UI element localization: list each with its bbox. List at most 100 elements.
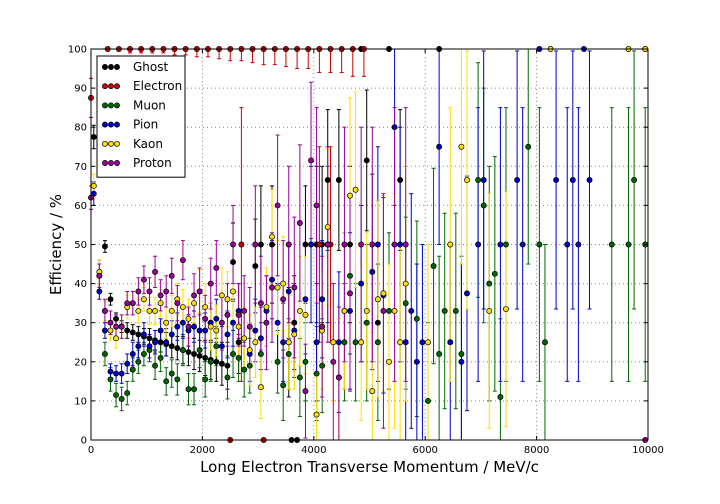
- ghost-point: [113, 315, 120, 322]
- y-tick-label: 30: [74, 318, 87, 329]
- proton-point: [179, 257, 186, 264]
- kaon-point: [218, 292, 225, 299]
- ghost-point: [235, 339, 242, 346]
- muon-point: [152, 362, 159, 369]
- kaon-point: [168, 308, 175, 314]
- kaon-point: [486, 308, 493, 314]
- proton-point: [257, 300, 264, 307]
- ghost-point: [107, 296, 114, 303]
- y-tick-label: 80: [74, 123, 87, 134]
- pion-point: [96, 288, 103, 295]
- pion-point: [358, 280, 365, 287]
- pion-point: [135, 343, 142, 350]
- pion-point: [118, 370, 125, 377]
- proton-point: [269, 284, 275, 291]
- kaon-point: [330, 339, 337, 346]
- muon-point: [174, 376, 181, 383]
- kaon-point: [224, 296, 231, 303]
- proton-point: [380, 308, 387, 314]
- proton-point: [213, 265, 220, 271]
- muon-point: [113, 392, 120, 398]
- proton-point: [124, 300, 131, 307]
- pion-point: [113, 370, 120, 377]
- proton-point: [129, 300, 136, 307]
- pion-point: [252, 327, 259, 334]
- legend-marker-ghost: [114, 64, 120, 70]
- muon-point: [352, 339, 359, 346]
- muon-point: [280, 382, 287, 389]
- pion-point: [374, 241, 381, 248]
- legend-label-kaon: Kaon: [133, 137, 163, 151]
- pion-point: [302, 296, 309, 303]
- ghost-point: [191, 351, 197, 357]
- proton-point: [302, 388, 309, 395]
- ghost-point: [397, 177, 404, 183]
- legend-marker-muon: [108, 102, 114, 109]
- muon-point: [257, 351, 264, 357]
- proton-point: [252, 241, 259, 248]
- kaon-point: [363, 308, 370, 314]
- legend-label-muon: Muon: [133, 98, 166, 112]
- pion-point: [369, 268, 376, 275]
- proton-point: [313, 202, 320, 209]
- kaon-point: [352, 186, 359, 193]
- y-tick-label: 100: [68, 45, 87, 56]
- muon-point: [302, 358, 309, 365]
- x-tick-label: 10000: [632, 445, 664, 456]
- proton-point: [291, 284, 298, 291]
- proton-point: [285, 241, 292, 248]
- data-points: [88, 46, 649, 443]
- ghost-point: [90, 134, 97, 140]
- muon-point: [402, 300, 409, 307]
- pion-point: [280, 339, 287, 346]
- muon-point: [347, 272, 353, 279]
- pion-point: [319, 296, 326, 303]
- pion-point: [202, 327, 209, 334]
- pion-point: [569, 177, 576, 183]
- ghost-point: [224, 362, 231, 369]
- kaon-point: [380, 290, 387, 297]
- proton-point: [341, 241, 348, 248]
- legend: Ghost Electron Muon Pion Kaon Proton: [96, 55, 186, 178]
- kaon-point: [179, 304, 186, 311]
- muon-point: [140, 351, 147, 357]
- muon-point: [313, 370, 320, 377]
- ghost-point: [135, 331, 142, 338]
- pion-point: [168, 331, 175, 338]
- ghost-point: [324, 177, 331, 183]
- pion-point: [497, 241, 504, 248]
- proton-point: [118, 323, 125, 330]
- kaon-point: [207, 323, 214, 330]
- proton-point: [402, 241, 409, 248]
- muon-point: [525, 143, 532, 150]
- x-tick-label: 0: [88, 445, 94, 456]
- muon-point: [296, 374, 303, 381]
- kaon-point: [324, 223, 331, 230]
- muon-point: [118, 395, 125, 402]
- muon-point: [413, 315, 420, 322]
- muon-point: [129, 366, 136, 373]
- kaon-point: [107, 327, 114, 334]
- pion-point: [174, 323, 181, 330]
- proton-point: [191, 292, 197, 299]
- pion-point: [514, 177, 521, 183]
- kaon-point: [391, 308, 398, 314]
- pion-point: [224, 331, 231, 338]
- kaon-point: [263, 304, 270, 311]
- kaon-point: [135, 308, 142, 314]
- proton-point: [224, 311, 231, 318]
- proton-point: [207, 280, 214, 287]
- muon-point: [458, 351, 465, 357]
- axis-ticks: 0 2000 4000 6000 8000 10000 0 10 20 30 40 50 60 70 80 9…: [68, 45, 664, 457]
- proton-point: [157, 292, 164, 299]
- legend-marker-proton: [102, 160, 108, 166]
- kaon-point: [213, 327, 220, 334]
- ghost-point: [363, 157, 370, 164]
- kaon-point: [458, 143, 465, 150]
- ghost-point: [129, 329, 136, 336]
- muon-point: [436, 351, 443, 357]
- proton-point: [369, 241, 376, 248]
- kaon-point: [269, 233, 275, 240]
- pion-point: [179, 319, 186, 326]
- kaon-point: [302, 311, 309, 318]
